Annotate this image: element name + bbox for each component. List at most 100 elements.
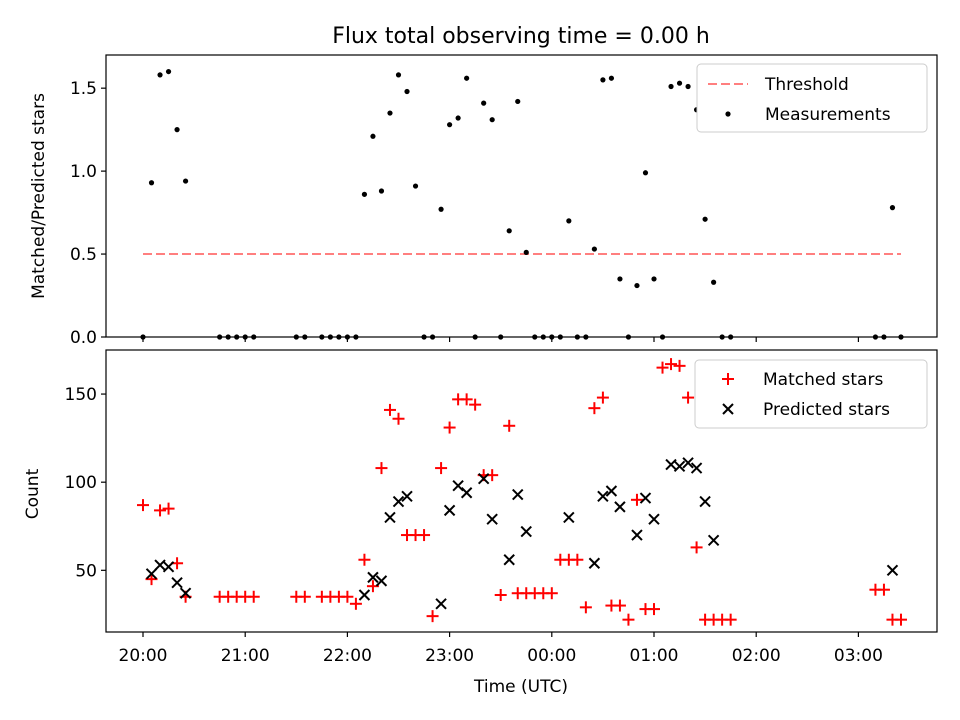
top-panel: 0.0 0.5 1.0 1.5 Matched/Predicted stars Thr… [29,54,938,348]
matched-star-point [894,613,907,626]
top-x-axis-ticks [142,337,860,342]
matched-star-point [162,502,175,515]
matched-star-point [588,402,601,415]
measurement-point [651,276,657,282]
measurement-point [165,68,172,75]
bottom-legend: Matched stars Predicted stars [694,359,928,429]
predicted-star-point [486,513,498,525]
matched-star-point [724,613,737,626]
bottom-x-axis-ticks: 20:00 21:00 22:00 23:00 00:00 01:00 02:00 03:00 [119,632,883,666]
matched-star-point [579,601,592,614]
matched-star-point [469,398,482,411]
matched-star-point [341,590,354,603]
matched-star-point [418,529,431,542]
x-tick-label: 22:00 [323,646,372,666]
measurement-point [174,127,180,133]
measurement-point [608,75,615,81]
predicted-star-point [886,564,899,577]
bottom-plot-frame [105,349,938,633]
matched-star-point [460,393,473,406]
predicted-star-point [171,576,183,589]
measurement-point [412,183,419,189]
measurement-point [481,100,487,106]
predicted-star-point [477,472,490,485]
measurement-point [591,246,597,252]
measurement-point [889,205,896,211]
matched-star-point [426,610,439,623]
measurement-point [489,117,495,123]
matched-star-point [154,504,167,517]
bottom-y-axis-label: Count [23,468,43,519]
measurement-point [370,133,376,139]
top-legend-box [696,63,928,133]
predicted-star-point [699,495,711,508]
predicted-star-point [435,598,447,610]
measurement-point [523,249,529,255]
bottom-plot-marks [137,358,907,626]
predicted-star-point [503,554,515,566]
matched-star-point [682,391,695,404]
legend-threshold-label: Threshold [764,75,849,95]
measurement-point [387,110,393,116]
measurement-point [455,115,461,121]
matched-star-point [877,583,890,596]
matched-star-point [648,603,660,616]
measurement-point [378,188,385,194]
chart-title: Flux total observing time = 0.00 h [332,24,710,49]
top-legend: Threshold Measurements [696,63,928,133]
predicted-star-point [443,504,456,517]
x-tick-label: 02:00 [732,646,781,666]
x-tick-label: 23:00 [425,646,474,666]
matched-star-point [665,358,678,371]
measurement-point [642,170,649,176]
predicted-star-point [690,462,703,474]
matched-star-point [690,541,703,554]
matched-star-point [571,553,584,566]
predicted-star-point [384,511,396,524]
matched-star-point [349,597,362,610]
bottom-legend-box [694,359,928,429]
measurement-point [148,180,155,186]
predicted-star-point [597,490,609,502]
measurement-point [404,88,410,95]
measurement-point [634,282,640,289]
matched-star-point [435,462,448,475]
predicted-star-point [179,587,192,599]
x-tick-label: 03:00 [834,646,883,666]
measurement-point [182,178,189,184]
matched-star-point [673,359,686,372]
legend-predicted-swatch [722,403,734,415]
legend-predicted-label: Predicted stars [763,400,890,420]
matched-star-point [392,412,405,425]
bottom-y-axis-ticks: 50 100 150 [65,385,106,581]
matched-star-point [375,462,388,475]
measurement-point [668,83,674,90]
top-plot-frame [105,54,938,338]
matched-star-point [494,588,507,601]
measurement-point [361,191,368,197]
predicted-star-point [605,485,618,497]
x-tick-label: 20:00 [119,646,168,666]
measurement-point [438,206,444,212]
predicted-star-point [648,513,660,525]
y-tick-label: 1.0 [70,162,97,182]
predicted-star-point [154,559,166,571]
measurement-point [676,80,683,86]
predicted-star-point [520,525,532,538]
top-y-axis-label: Matched/Predicted stars [29,93,49,299]
predicted-star-point [682,457,694,469]
predicted-star-point [563,511,575,524]
bottom-panel: 50 100 150 20:00 21:00 22:00 23:00 00:00 01:00 0… [23,349,938,697]
legend-matched-label: Matched stars [763,370,883,390]
x-axis-label: Time (UTC) [473,677,568,697]
measurement-point [566,218,572,224]
predicted-star-point [512,488,524,501]
predicted-star-point [375,575,388,587]
predicted-star-point [145,568,158,580]
matched-star-point [358,553,371,566]
legend-measurements-label: Measurements [765,105,891,125]
predicted-star-point [460,487,473,499]
measurement-point [702,216,708,222]
matched-star-point [298,590,311,603]
